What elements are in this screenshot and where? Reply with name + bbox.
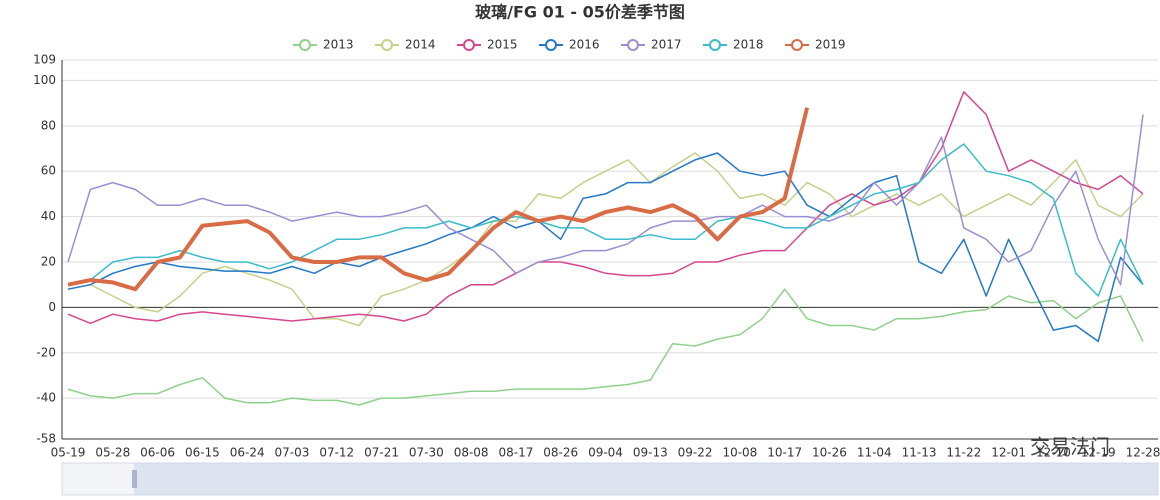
series-line [67, 152, 1144, 343]
x-tick-label: 06-24 [230, 446, 265, 460]
y-tick-label: 0 [48, 300, 56, 314]
series-line [67, 107, 810, 292]
legend-symbol [463, 39, 475, 51]
legend-label: 2015 [487, 38, 518, 52]
x-tick-label: 06-06 [140, 446, 175, 460]
y-tick-label: -20 [36, 345, 56, 359]
y-tick-label: -58 [36, 432, 56, 446]
legend-item[interactable]: 2013 [293, 38, 354, 52]
legend-symbol [627, 39, 639, 51]
legend-label: 2013 [323, 38, 354, 52]
x-tick-label: 11-04 [857, 446, 892, 460]
series-line [67, 288, 1144, 406]
x-tick-label: 11-13 [902, 446, 937, 460]
legend-label: 2017 [651, 38, 682, 52]
x-tick-label: 08-26 [543, 446, 578, 460]
zoom-window[interactable] [134, 463, 1158, 495]
x-tick-label: 11-22 [946, 446, 981, 460]
legend-label: 2018 [733, 38, 764, 52]
x-tick-label: 08-17 [498, 446, 533, 460]
x-tick-label: 07-30 [409, 446, 444, 460]
legend-symbol [381, 39, 393, 51]
x-tick-label: 07-12 [319, 446, 354, 460]
legend-item[interactable]: 2016 [539, 38, 600, 52]
x-tick-label: 08-08 [454, 446, 489, 460]
x-tick-label: 05-28 [95, 446, 130, 460]
y-tick-label: 20 [41, 254, 56, 268]
x-tick-label: 12-19 [1081, 446, 1116, 460]
legend-label: 2019 [815, 38, 846, 52]
series-line [67, 91, 1144, 325]
x-tick-label: 10-26 [812, 446, 847, 460]
y-tick-label: 80 [41, 118, 56, 132]
legend-label: 2016 [569, 38, 600, 52]
legend-item[interactable]: 2019 [785, 38, 846, 52]
legend-label: 2014 [405, 38, 436, 52]
legend-item[interactable]: 2018 [703, 38, 764, 52]
x-tick-label: 09-22 [678, 446, 713, 460]
x-tick-label: 05-19 [51, 446, 86, 460]
x-tick-label: 12-10 [1036, 446, 1071, 460]
y-tick-label: 109 [33, 53, 56, 67]
legend-symbol [299, 39, 311, 51]
x-tick-label: 12-01 [991, 446, 1026, 460]
zoom-handle[interactable] [132, 470, 137, 488]
y-tick-label: -40 [36, 391, 56, 405]
series-line [67, 152, 1144, 327]
legend-item[interactable]: 2015 [457, 38, 518, 52]
series-line [67, 143, 1144, 297]
legend-symbol [545, 39, 557, 51]
series-line [67, 114, 1144, 286]
y-tick-label: 60 [41, 164, 56, 178]
x-tick-label: 07-21 [364, 446, 399, 460]
x-tick-label: 09-13 [633, 446, 668, 460]
y-tick-label: 100 [33, 73, 56, 87]
data-zoom[interactable] [61, 462, 1159, 496]
x-tick-label: 09-04 [588, 446, 623, 460]
x-tick-label: 07-03 [275, 446, 310, 460]
x-tick-label: 12-28 [1126, 446, 1160, 460]
legend-symbol [791, 39, 803, 51]
legend-symbol [709, 39, 721, 51]
x-tick-label: 10-08 [722, 446, 757, 460]
y-tick-label: 40 [41, 209, 56, 223]
legend-item[interactable]: 2017 [621, 38, 682, 52]
x-tick-label: 06-15 [185, 446, 220, 460]
x-tick-label: 10-17 [767, 446, 802, 460]
chart-title: 玻璃/FG 01 - 05价差季节图 [475, 3, 685, 22]
legend-item[interactable]: 2014 [375, 38, 436, 52]
